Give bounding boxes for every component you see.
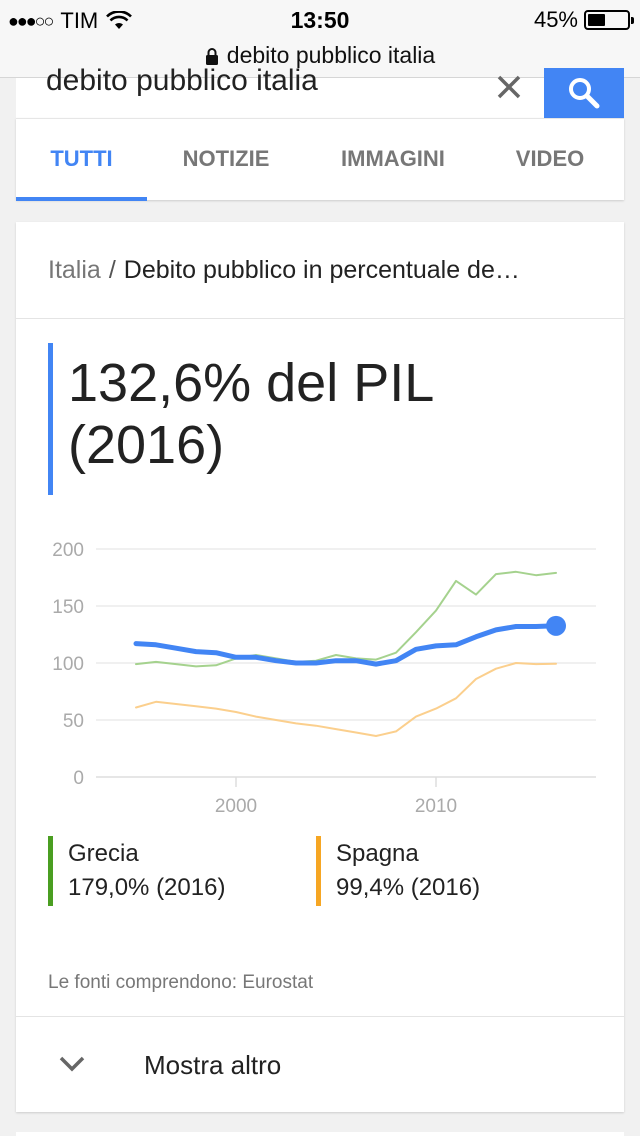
y-tick-label: 150	[52, 597, 84, 618]
search-button[interactable]	[544, 68, 624, 118]
lock-icon	[205, 47, 218, 65]
chevron-down-icon	[59, 1056, 85, 1072]
next-result-card	[16, 1132, 624, 1136]
series-line-grecia	[135, 570, 557, 668]
debt-chart[interactable]: 0 50 100 150 200 2000 2010	[16, 522, 624, 822]
search-tabs: TUTTI NOTIZIE IMMAGINI VIDEO	[16, 118, 624, 201]
tab-immagini[interactable]: IMMAGINI	[341, 146, 445, 171]
sources-note: Le fonti comprendono: Eurostat	[48, 972, 314, 993]
battery-percent: 45%	[533, 7, 578, 32]
url-text: debito pubblico italia	[226, 42, 436, 68]
divider	[16, 318, 624, 319]
answer-accent-bar	[48, 343, 53, 495]
battery-icon	[584, 10, 634, 30]
breadcrumb-root[interactable]: Italia	[48, 256, 101, 284]
clock: 13:50	[290, 7, 350, 33]
battery-level	[588, 14, 606, 26]
wifi-icon	[106, 11, 133, 29]
search-icon	[569, 78, 600, 109]
status-bar: ●●●○○ TIM 13:50 45%	[0, 0, 640, 40]
signal-strength-icon: ●●●○○	[8, 10, 54, 31]
legend-item-spagna[interactable]: Spagna 99,4% (2016)	[316, 836, 566, 906]
series-end-point	[546, 615, 566, 636]
knowledge-card: Italia / Debito pubblico in percentuale de…	[16, 222, 624, 1112]
carrier-label: TIM	[60, 8, 99, 33]
legend-color-bar	[48, 836, 53, 906]
tab-notizie[interactable]: NOTIZIE	[182, 146, 270, 171]
breadcrumb-current: Debito pubblico in percentuale de…	[123, 256, 520, 284]
legend-value: 179,0% (2016)	[68, 874, 226, 901]
legend-item-grecia[interactable]: Grecia 179,0% (2016)	[48, 836, 298, 906]
legend-name: Spagna	[336, 840, 419, 867]
answer-value: 132,6% del PIL (2016)	[68, 352, 588, 476]
legend-name: Grecia	[68, 840, 139, 867]
y-tick-label: 50	[63, 711, 84, 732]
address-bar[interactable]: debito pubblico italia	[0, 40, 640, 78]
search-box: debito pubblico italia	[16, 64, 624, 118]
show-more-button[interactable]: Mostra altro	[16, 1018, 624, 1112]
answer-line-2: (2016)	[68, 415, 225, 475]
answer-line-1: 132,6% del PIL	[68, 353, 435, 413]
search-input[interactable]: debito pubblico italia	[46, 64, 318, 97]
y-tick-label: 200	[52, 540, 84, 561]
y-tick-label: 100	[52, 654, 84, 675]
legend-value: 99,4% (2016)	[336, 874, 481, 901]
divider	[16, 1016, 624, 1017]
show-more-label: Mostra altro	[144, 1050, 282, 1080]
x-tick-label: 2000	[215, 796, 257, 817]
tab-video[interactable]: VIDEO	[515, 146, 585, 171]
breadcrumb-separator: /	[108, 256, 116, 284]
tab-tutti[interactable]: TUTTI	[16, 119, 147, 201]
legend-color-bar	[316, 836, 321, 906]
series-line-italia	[133, 623, 559, 667]
clear-search-icon[interactable]	[494, 72, 524, 102]
breadcrumb: Italia / Debito pubblico in percentuale de…	[48, 256, 596, 285]
x-tick-label: 2010	[415, 796, 457, 817]
series-line-spagna	[135, 662, 557, 737]
y-tick-label: 0	[73, 768, 84, 789]
